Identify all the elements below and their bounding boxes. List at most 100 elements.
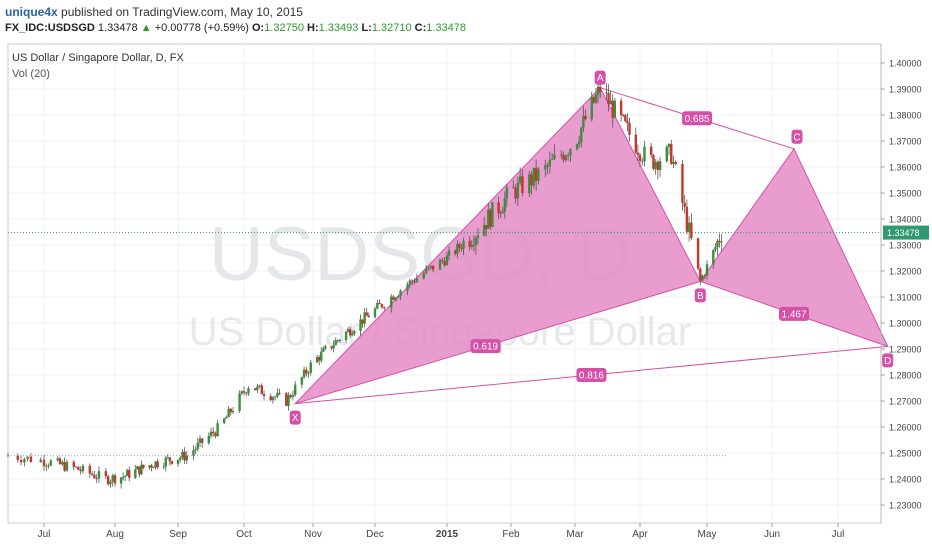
price-tick-label: 1.34000	[889, 215, 922, 225]
candle-body	[397, 295, 400, 298]
candle-body	[460, 247, 463, 249]
time-axis[interactable]: Jul Aug Sep Oct Nov Dec 2015 Feb Mar Apr May Jun Jul	[38, 523, 845, 540]
ratio-label-b-d-bg	[779, 306, 810, 321]
candle-body	[512, 187, 515, 189]
candle-body	[611, 100, 614, 118]
candle-body	[324, 346, 327, 349]
candle-body	[619, 100, 623, 115]
candle-body	[681, 163, 684, 203]
candle-body	[19, 460, 23, 463]
candlestick-series	[6, 79, 723, 489]
published-text: published on TradingView.com, May 10, 20…	[61, 5, 303, 19]
symbol-label[interactable]: FX_IDC:USDSGD	[5, 22, 95, 34]
price-tick-label: 1.32000	[889, 267, 922, 277]
point-label-a-bg	[594, 70, 606, 85]
candle-body	[214, 433, 217, 437]
candle-body	[81, 465, 85, 472]
candle-body	[119, 477, 123, 484]
ratio-label-a-c: 0.685	[682, 111, 713, 126]
publish-line: unique4x published on TradingView.com, M…	[5, 5, 303, 19]
candle-body	[701, 275, 704, 281]
candle-body	[363, 312, 366, 324]
candle-body	[569, 149, 572, 156]
price-tick-label: 1.25000	[889, 449, 922, 459]
candle-body	[39, 459, 42, 462]
point-label-x-text: X	[292, 413, 299, 424]
candle-body	[607, 92, 610, 105]
candle-body	[487, 209, 490, 229]
candle-body	[392, 296, 395, 300]
candle-body	[273, 396, 277, 398]
candle-body	[564, 155, 568, 161]
candle-body	[634, 134, 638, 153]
candle-body	[109, 481, 112, 485]
candle-body	[720, 241, 723, 243]
candle-body	[482, 225, 486, 236]
volume-indicator-label[interactable]: Vol (20)	[12, 68, 50, 80]
ratio-label-a-c-bg	[682, 111, 713, 126]
ratio-label-x-d: 0.816	[576, 368, 607, 382]
candle-body	[185, 455, 188, 461]
candle-body	[95, 478, 98, 479]
candle-body	[134, 469, 137, 478]
candle-body	[636, 152, 640, 155]
candle-body	[427, 267, 430, 269]
candle-body	[16, 455, 20, 461]
candle-body	[577, 141, 581, 145]
low-label: L:	[361, 22, 372, 34]
candle-body	[598, 86, 602, 93]
candle-body	[113, 475, 117, 484]
candle-body	[181, 451, 184, 458]
candle-body	[560, 154, 563, 156]
point-label-x-bg	[289, 410, 301, 425]
candle-body	[390, 296, 393, 308]
candle-body	[79, 469, 82, 472]
candle-body	[638, 154, 642, 161]
candle-body	[503, 198, 507, 212]
candle-body	[443, 261, 446, 266]
candle-body	[258, 385, 261, 387]
candle-body	[468, 241, 471, 247]
candle-body	[216, 423, 219, 437]
price-tick-label: 1.37000	[889, 137, 922, 147]
candle-body	[300, 377, 304, 385]
candle-body	[111, 475, 114, 482]
candle-body	[497, 202, 500, 214]
price-tick-label: 1.23000	[889, 501, 922, 511]
candle-body	[575, 144, 579, 150]
candle-body	[93, 474, 96, 479]
candle-body	[121, 476, 125, 478]
ratio-label-b-d-text: 1.467	[781, 309, 806, 320]
last-price-label-text: 1.33478	[887, 228, 920, 238]
candle-body	[518, 176, 522, 183]
candle-body	[346, 329, 350, 332]
price-axis[interactable]: 1.40000 1.39000 1.38000 1.37000 1.36000 1.350…	[880, 44, 929, 523]
up-arrow-icon: ▲	[140, 22, 152, 34]
candle-body	[142, 464, 145, 468]
price-tick-label: 1.36000	[889, 163, 922, 173]
candle-body	[128, 470, 131, 478]
candle-body	[665, 147, 668, 162]
candle-body	[474, 237, 478, 246]
candle-body	[318, 357, 321, 361]
candle-body	[649, 146, 653, 155]
candle-body	[672, 161, 675, 164]
candle-body	[562, 155, 565, 161]
time-tick-label: Jul	[38, 529, 51, 540]
candle-body	[582, 115, 585, 128]
time-tick-label: Dec	[366, 529, 384, 540]
last-price: 1.33478	[97, 22, 138, 34]
point-label-b: B	[694, 288, 706, 303]
price-tick-label: 1.28000	[889, 371, 922, 381]
candle-body	[344, 331, 348, 341]
low-value: 1.32710	[371, 22, 412, 34]
candle-body	[438, 259, 442, 270]
author-link[interactable]: unique4x	[5, 5, 58, 19]
close-label: C:	[414, 22, 427, 34]
point-label-c-text: C	[793, 132, 800, 143]
candle-body	[359, 319, 362, 332]
candle-body	[125, 470, 129, 476]
candle-body	[351, 333, 354, 336]
open-label: O:	[251, 22, 265, 34]
